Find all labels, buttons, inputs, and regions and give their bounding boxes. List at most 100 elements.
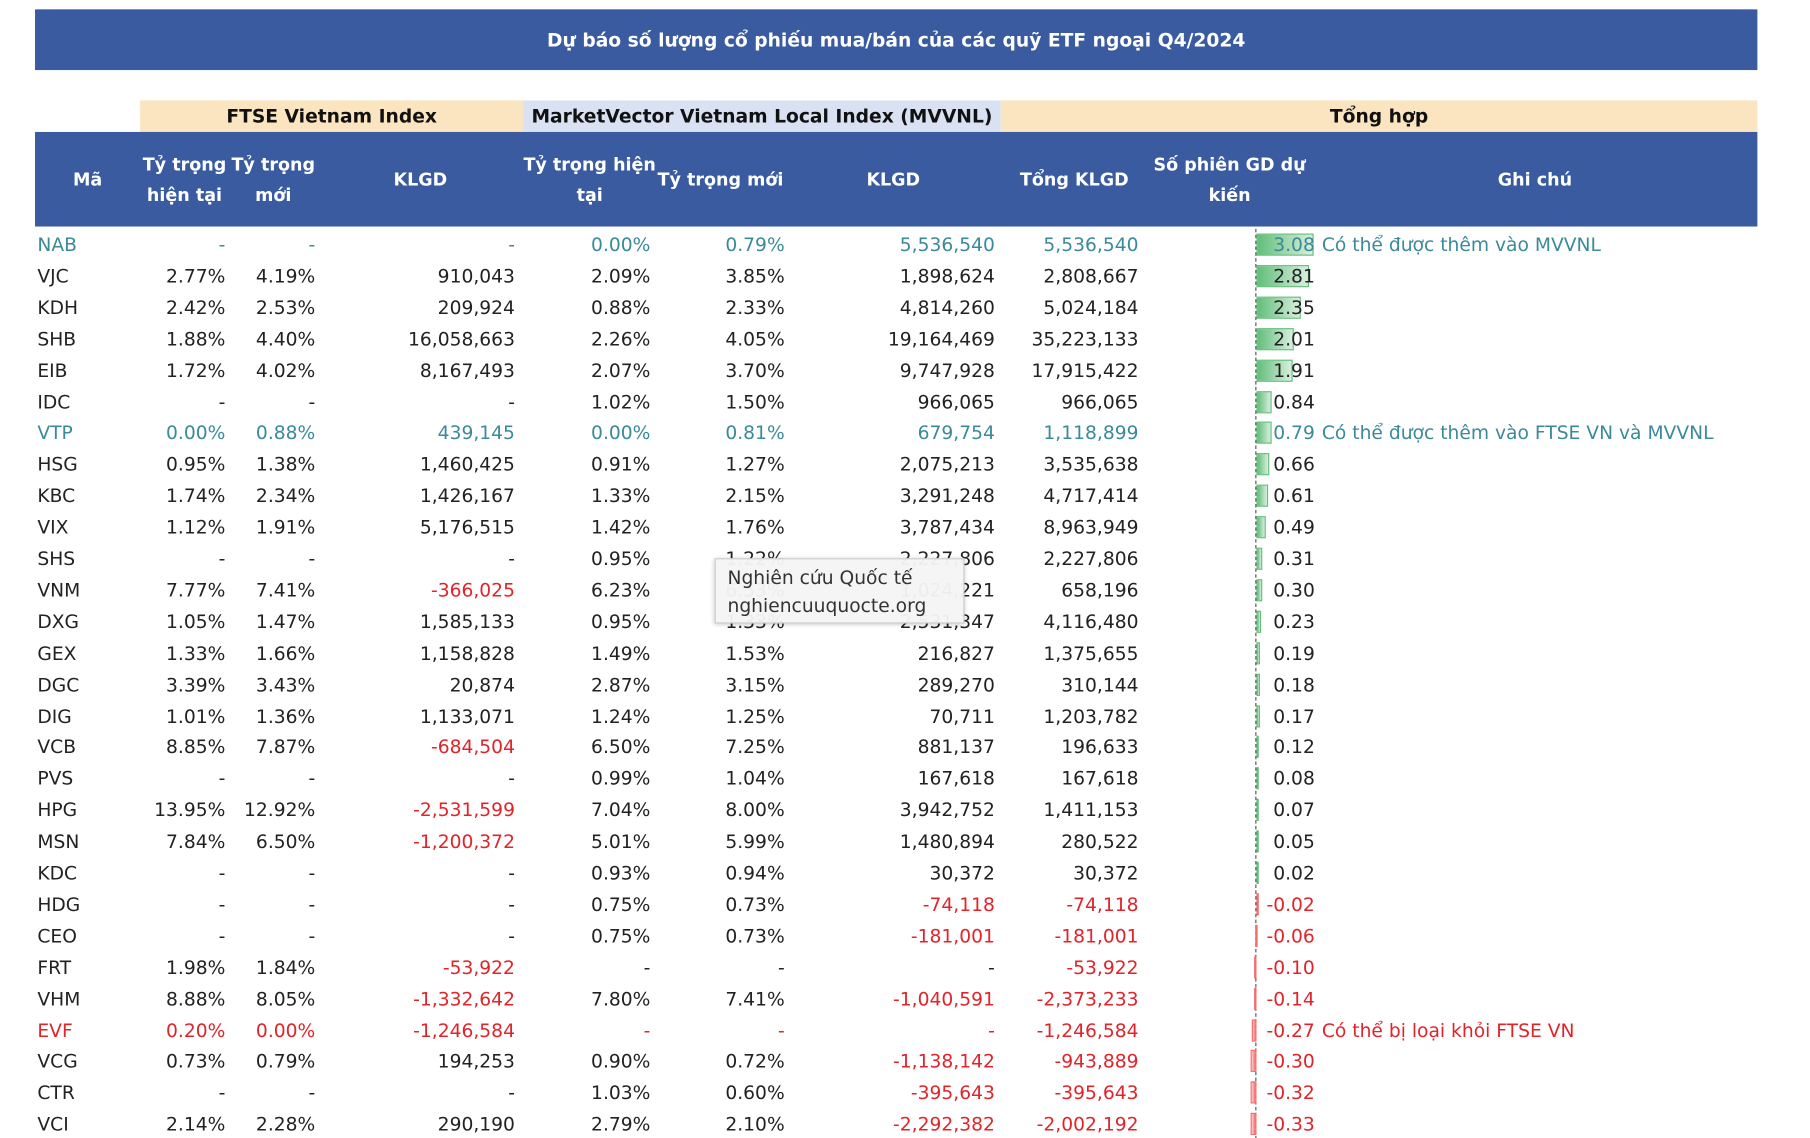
cell: 1.05% bbox=[166, 610, 226, 633]
cell: - bbox=[308, 893, 316, 916]
data-bar bbox=[1256, 421, 1272, 445]
cell: 3.15% bbox=[725, 673, 785, 696]
cell: - bbox=[508, 893, 515, 916]
cell: 209,924 bbox=[437, 296, 515, 319]
cell: 5,536,540 bbox=[899, 233, 995, 256]
cell: 966,065 bbox=[1061, 390, 1139, 413]
cell: 1.53% bbox=[725, 641, 785, 665]
cell: 7.87% bbox=[255, 736, 316, 759]
cell: 194,253 bbox=[437, 1050, 515, 1073]
cell: 4.02% bbox=[255, 359, 316, 382]
cell: 0.02 bbox=[1273, 861, 1315, 884]
cell: 12.92% bbox=[244, 798, 316, 822]
cell: 8.00% bbox=[725, 798, 785, 822]
cell: -2,002,192 bbox=[1036, 1113, 1139, 1136]
data-bar bbox=[1254, 955, 1257, 979]
cell: 0.66 bbox=[1273, 453, 1315, 476]
cell: 3.39% bbox=[166, 673, 226, 696]
cell: 1,460,425 bbox=[419, 453, 515, 476]
cell: 2.28% bbox=[255, 1113, 316, 1136]
cell: -2,373,233 bbox=[1036, 987, 1139, 1010]
cell: 1,898,624 bbox=[899, 264, 995, 288]
cell: 7.41% bbox=[725, 987, 785, 1010]
cell: 1.04% bbox=[725, 767, 785, 790]
cell: 0.08 bbox=[1273, 767, 1315, 790]
cell: 1.42% bbox=[591, 516, 651, 539]
cell: 1,411,153 bbox=[1043, 798, 1139, 822]
cell: - bbox=[308, 924, 316, 947]
ticker: VCB bbox=[37, 736, 77, 759]
cell: 4,717,414 bbox=[1043, 484, 1139, 508]
cell: 0.00% bbox=[591, 233, 651, 256]
cell: 310,144 bbox=[1061, 673, 1139, 696]
cell: 2,808,667 bbox=[1043, 264, 1139, 288]
cell: -1,200,372 bbox=[413, 830, 515, 853]
cell: 0.72% bbox=[725, 1050, 785, 1073]
data-bar bbox=[1256, 861, 1259, 884]
cell: 2.79% bbox=[591, 1113, 651, 1136]
cell: 0.61 bbox=[1273, 484, 1315, 508]
note: Có thể được thêm vào MVVNL bbox=[1321, 233, 1601, 256]
cell: - bbox=[218, 1081, 226, 1104]
cell: 0.23 bbox=[1273, 610, 1315, 633]
data-bar bbox=[1256, 736, 1259, 759]
cell: - bbox=[643, 955, 651, 979]
cell: 8.05% bbox=[255, 987, 316, 1010]
data-bar bbox=[1256, 767, 1259, 790]
cell: 8.85% bbox=[166, 736, 226, 759]
cell: 2.87% bbox=[591, 673, 651, 696]
cell: 3,942,752 bbox=[899, 798, 995, 822]
header-row bbox=[35, 131, 1758, 227]
cell: 30,372 bbox=[929, 861, 995, 884]
cell: -181,001 bbox=[1054, 924, 1139, 947]
column-header: Số phiên GD dự kiến bbox=[1153, 153, 1306, 205]
cell: 6.50% bbox=[591, 736, 651, 759]
cell: -0.27 bbox=[1266, 1018, 1315, 1042]
cell: 7.25% bbox=[725, 736, 785, 759]
column-header: Ghi chú bbox=[1497, 168, 1573, 190]
cell: 290,190 bbox=[437, 1113, 515, 1136]
cell: 1.49% bbox=[591, 641, 651, 665]
cell: 679,754 bbox=[917, 421, 995, 445]
cell: - bbox=[218, 233, 226, 256]
cell: 0.19 bbox=[1273, 641, 1315, 665]
data-bar bbox=[1256, 264, 1309, 288]
cell: 0.88% bbox=[591, 296, 651, 319]
cell: 0.73% bbox=[725, 893, 785, 916]
cell: 1.33% bbox=[166, 641, 226, 665]
ticker: DGC bbox=[37, 673, 80, 696]
cell: 2.34% bbox=[255, 484, 316, 508]
cell: -1,040,591 bbox=[893, 987, 995, 1010]
cell: -2,292,382 bbox=[893, 1113, 995, 1136]
data-bar bbox=[1256, 704, 1260, 727]
cell: - bbox=[508, 1081, 515, 1104]
cell: -1,138,142 bbox=[893, 1050, 995, 1073]
cell: -2,531,599 bbox=[413, 798, 515, 822]
cell: 2.26% bbox=[591, 327, 651, 350]
cell: 1,118,899 bbox=[1043, 421, 1139, 445]
ticker: HSG bbox=[37, 453, 78, 476]
column-header: Tổng KLGD bbox=[1019, 168, 1129, 190]
data-bar bbox=[1256, 673, 1260, 696]
cell: 3.43% bbox=[255, 673, 316, 696]
ticker: KDC bbox=[37, 861, 78, 884]
data-bar bbox=[1256, 390, 1273, 413]
cell: - bbox=[988, 955, 995, 979]
cell: - bbox=[218, 767, 226, 790]
cell: 2.01 bbox=[1273, 327, 1315, 350]
cell: 289,270 bbox=[917, 673, 995, 696]
cell: 0.95% bbox=[591, 610, 651, 633]
ticker: HDG bbox=[37, 893, 81, 916]
cell: 3.70% bbox=[725, 359, 785, 382]
cell: 17,915,422 bbox=[1031, 359, 1139, 382]
cell: - bbox=[308, 547, 316, 570]
note: Có thể bị loại khỏi FTSE VN bbox=[1321, 1018, 1575, 1042]
cell: 20,874 bbox=[449, 673, 515, 696]
cell: 3,787,434 bbox=[899, 516, 995, 539]
cell: 1,203,782 bbox=[1043, 704, 1139, 727]
cell: - bbox=[508, 861, 515, 884]
cell: 2,075,213 bbox=[899, 453, 995, 476]
ticker: PVS bbox=[37, 767, 74, 790]
